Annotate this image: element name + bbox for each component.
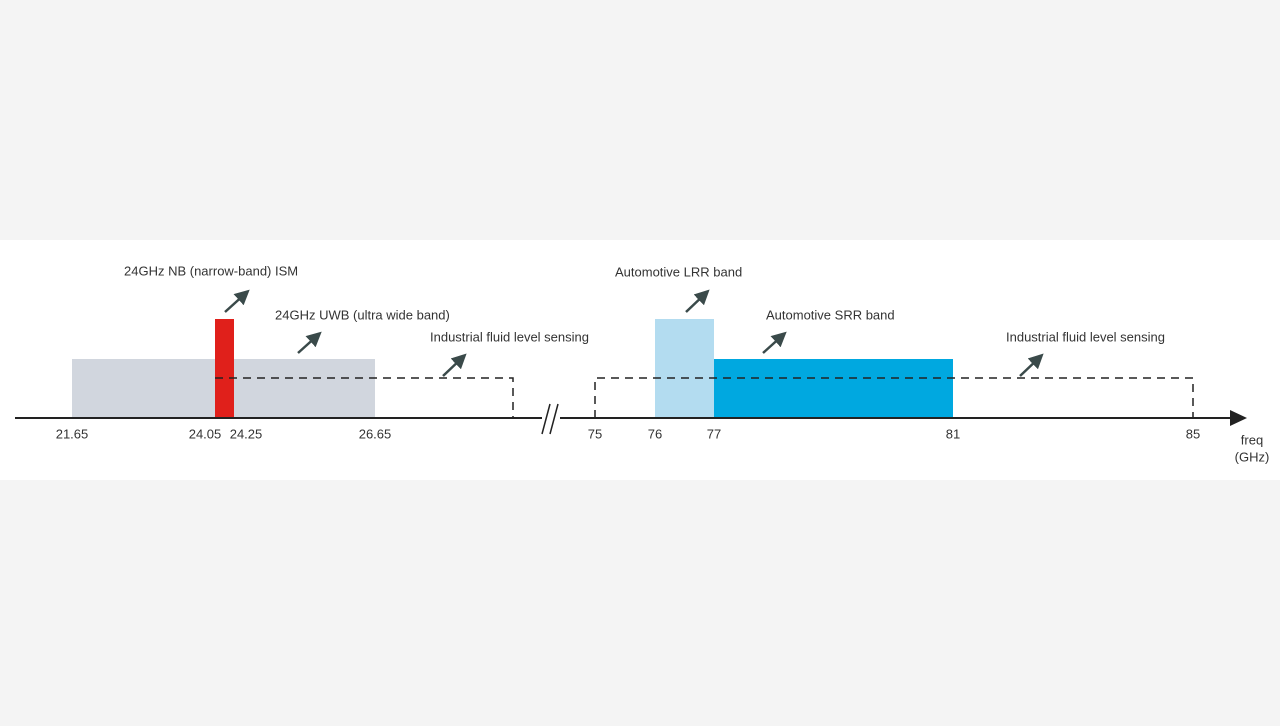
band-label: Automotive SRR band [766,307,895,322]
tick-label: 21.65 [56,426,89,441]
tick-label: 85 [1186,426,1200,441]
tick-label: 26.65 [359,426,392,441]
tick-label: 75 [588,426,602,441]
tick-label: 76 [648,426,662,441]
fluid-band-right [594,377,1194,418]
arrow [762,331,787,354]
band-label: 24GHz NB (narrow-band) ISM [124,263,298,278]
arrow [442,353,467,377]
band-label: Automotive LRR band [615,264,742,279]
arrow [1019,353,1044,377]
band-label: 24GHz UWB (ultra wide band) [275,307,450,322]
axis-arrow [1230,410,1247,426]
axis-label: freq [1241,432,1263,447]
arrow [224,289,250,313]
nb-band [215,319,234,418]
band-label: Industrial fluid level sensing [430,329,589,344]
srr-band [714,359,953,418]
tick-label: 81 [946,426,960,441]
tick-label: 77 [707,426,721,441]
axis-unit: (GHz) [1235,449,1270,464]
arrow [685,289,710,313]
fluid-band-left [215,377,514,418]
tick-label: 24.25 [230,426,263,441]
tick-label: 24.05 [189,426,222,441]
band-label: Industrial fluid level sensing [1006,329,1165,344]
lrr-band [655,319,714,418]
arrow [297,331,322,354]
axis-break [541,403,559,435]
